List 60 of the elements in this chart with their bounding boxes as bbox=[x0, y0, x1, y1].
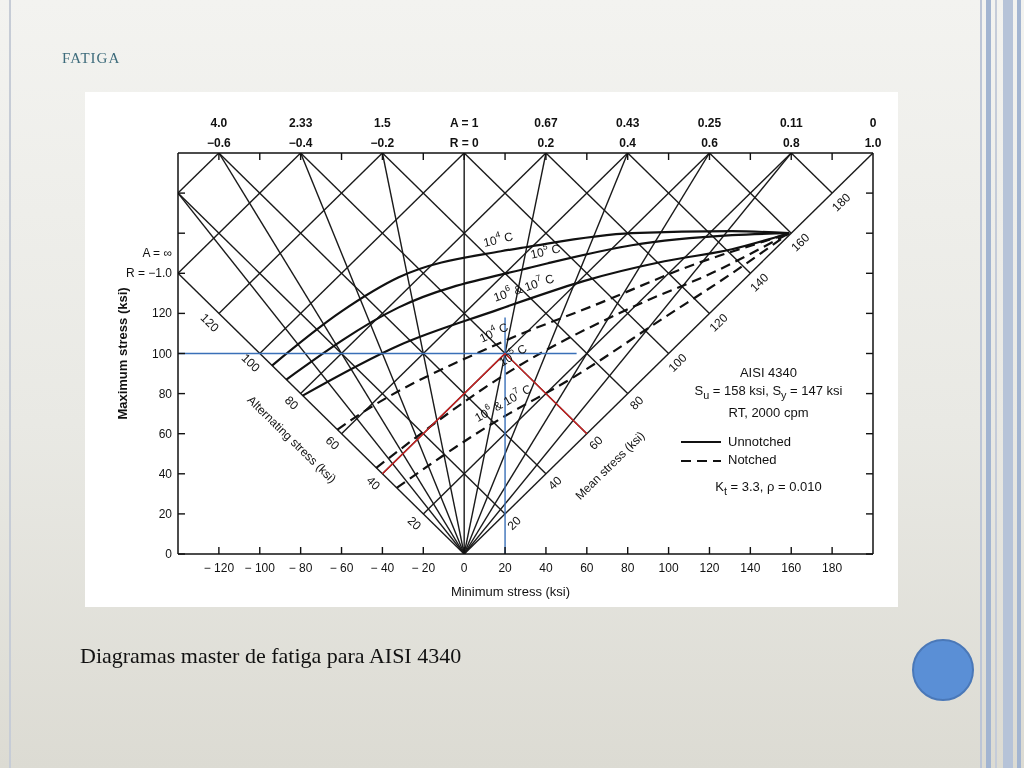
x-tick-label: 0 bbox=[460, 561, 468, 575]
annotation: 40 bbox=[545, 473, 565, 493]
y-axis-title: Maximum stress (ksi) bbox=[114, 287, 130, 420]
annotation: 20 bbox=[404, 513, 425, 534]
annotation: 40 bbox=[363, 473, 384, 493]
annotation: 10$^{4}$ C bbox=[481, 229, 515, 250]
annotation: 140 bbox=[747, 270, 772, 295]
y-tick-label: 80 bbox=[158, 386, 173, 401]
legend-label: Notched bbox=[728, 451, 777, 470]
y-tick-label: 100 bbox=[151, 346, 173, 361]
annotation: 0.11 0.8 bbox=[779, 116, 803, 150]
annotation: 60 bbox=[322, 433, 343, 453]
annotation: A = ∞ R = −1.0 bbox=[125, 246, 173, 281]
annotation: RT, 2000 cpm bbox=[727, 404, 810, 423]
x-tick-label: 40 bbox=[539, 561, 553, 575]
x-tick-label: 20 bbox=[498, 561, 513, 575]
annotation: 10$^{6}$ & 10$^{7}$ C bbox=[491, 271, 557, 305]
y-tick-label: 0 bbox=[165, 547, 173, 561]
annotation: 120 bbox=[197, 310, 223, 335]
x-axis-title: Minimum stress (ksi) bbox=[450, 584, 571, 599]
legend-label: Unnotched bbox=[728, 432, 791, 451]
x-tick-label: 180 bbox=[822, 561, 843, 575]
annotation: 10$^{4}$ C bbox=[477, 319, 511, 346]
annotation: 160 bbox=[788, 230, 813, 255]
annotation: K$_{t}$ = 3.3, ρ = 0.010 bbox=[714, 477, 823, 499]
x-tick-label: 100 bbox=[658, 561, 679, 575]
y-tick-label: 120 bbox=[151, 306, 173, 321]
annotation: 20 bbox=[504, 513, 525, 533]
y-tick-label: 60 bbox=[158, 426, 173, 441]
x-tick-label: 120 bbox=[699, 561, 720, 575]
annotation: 180 bbox=[829, 190, 854, 215]
annotation: 0 1.0 bbox=[864, 116, 882, 150]
annotation: 0.25 0.6 bbox=[697, 116, 722, 150]
annotation: 120 bbox=[706, 310, 731, 335]
x-tick-label: − 80 bbox=[288, 561, 313, 575]
x-tick-label: − 40 bbox=[370, 561, 395, 575]
text: Diagramas master de fatiga para AISI 4340 bbox=[80, 643, 462, 669]
annotation: AISI 4340 bbox=[739, 364, 798, 380]
x-tick-label: 80 bbox=[621, 561, 635, 575]
annotation: 2.33 −0.4 bbox=[288, 116, 313, 150]
x-tick-label: − 120 bbox=[203, 561, 235, 575]
annotation: 80 bbox=[627, 392, 647, 413]
annotation: 0.67 0.2 bbox=[534, 116, 558, 150]
annotation: 100 bbox=[238, 350, 263, 376]
x-tick-label: − 60 bbox=[329, 561, 354, 575]
annotation: 100 bbox=[665, 350, 690, 375]
x-tick-label: 140 bbox=[740, 561, 761, 575]
annotation: 0.43 0.4 bbox=[616, 116, 640, 150]
annotation: 60 bbox=[586, 433, 606, 453]
y-tick-label: 20 bbox=[158, 506, 173, 521]
y-tick-label: 40 bbox=[158, 466, 173, 481]
annotation: 4.0 −0.6 bbox=[207, 116, 232, 150]
x-tick-label: − 20 bbox=[411, 561, 436, 575]
annotation: S$_{u}$ = 158 ksi, S$_{y}$ = 147 ksi bbox=[693, 382, 844, 403]
x-tick-label: 160 bbox=[781, 561, 802, 575]
annotation: A = 1 R = 0 bbox=[449, 116, 480, 150]
x-tick-label: − 100 bbox=[244, 561, 276, 575]
x-tick-label: 60 bbox=[580, 561, 594, 575]
chart-title: FATIGA bbox=[62, 50, 121, 67]
annotation: 1.5 −0.2 bbox=[370, 116, 395, 150]
